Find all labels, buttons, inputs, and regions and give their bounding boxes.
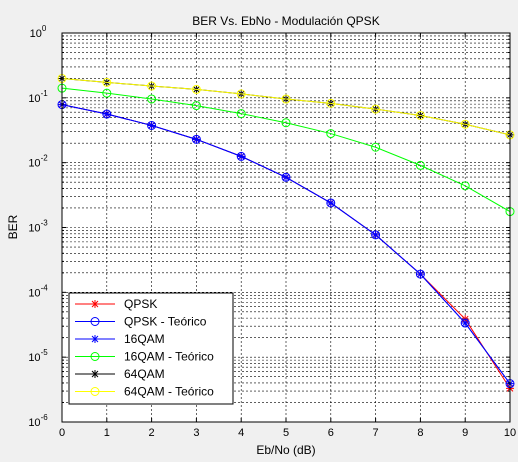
data-point: [147, 94, 157, 104]
legend-marker: [91, 300, 99, 308]
legend: QPSK QPSK - Teórico 16QAM 16QAM - Teórico 64…: [68, 292, 234, 405]
data-point: [460, 181, 470, 191]
data-point: [371, 104, 381, 114]
y-tick-label: 10-2: [28, 154, 48, 170]
legend-item: 64QAM - Teórico: [75, 385, 214, 399]
legend-marker: [90, 387, 100, 396]
x-tick-label: 8: [417, 427, 423, 439]
x-tick-label: 7: [373, 427, 379, 439]
x-tick-label: 4: [238, 427, 244, 439]
legend-item: QPSK: [75, 297, 157, 311]
x-tick-label: 10: [504, 427, 516, 439]
y-tick-label: 100: [30, 24, 47, 40]
chart-title: BER Vs. EbNo - Modulación QPSK: [192, 14, 379, 28]
data-point: [102, 88, 112, 98]
series-line: [61, 87, 511, 213]
data-point: [326, 129, 336, 139]
legend-label: QPSK - Teórico: [124, 315, 207, 329]
data-point: [461, 319, 470, 328]
legend-marker: [90, 317, 100, 326]
y-axis-label: BER: [6, 214, 20, 239]
y-tick-label: 10-1: [28, 89, 48, 105]
legend-label: QPSK: [124, 297, 157, 311]
data-point: [281, 94, 291, 104]
data-point: [415, 110, 425, 120]
data-point: [371, 230, 380, 239]
data-point: [415, 160, 425, 170]
data-point: [191, 84, 201, 94]
data-point: [147, 81, 157, 91]
data-point: [191, 101, 201, 111]
legend-item: 16QAM: [75, 332, 165, 346]
legend-item: 16QAM - Teórico: [75, 350, 214, 364]
x-tick-label: 0: [59, 427, 65, 439]
x-axis-label: Eb/No (dB): [256, 443, 315, 457]
data-point: [237, 152, 246, 161]
legend-marker: [91, 370, 99, 378]
data-point: [102, 110, 111, 119]
data-point: [236, 89, 246, 99]
data-point: [192, 135, 201, 144]
data-point: [460, 119, 470, 129]
x-tick-label: 9: [462, 427, 468, 439]
data-point: [326, 98, 336, 108]
x-tick-labels: 0 1 2 3 4 5 6 7 8 9 10: [59, 427, 516, 439]
x-tick-label: 5: [283, 427, 289, 439]
y-tick-label: 10-4: [28, 283, 48, 299]
data-point: [236, 109, 246, 119]
legend-label: 64QAM: [124, 367, 165, 381]
data-point: [416, 270, 425, 279]
legend-item: 64QAM: [75, 367, 165, 381]
legend-marker: [91, 335, 99, 343]
y-tick-label: 10-3: [28, 219, 48, 235]
y-tick-label: 10-5: [28, 348, 48, 364]
data-point: [371, 142, 381, 152]
tick-marks: [61, 33, 511, 423]
x-tick-label: 1: [104, 427, 110, 439]
legend-label: 16QAM - Teórico: [124, 350, 214, 364]
data-point: [102, 77, 112, 87]
y-tick-labels: 100 10-1 10-2 10-3 10-4 10-5 10-6: [28, 24, 48, 429]
series-layer: [57, 73, 515, 393]
legend-item: QPSK - Teórico: [75, 315, 207, 329]
x-tick-label: 2: [149, 427, 155, 439]
x-tick-label: 6: [328, 427, 334, 439]
data-point: [326, 198, 335, 207]
legend-box: [68, 292, 234, 405]
legend-label: 16QAM: [124, 332, 165, 346]
y-tick-label: 10-6: [28, 413, 48, 429]
data-point: [147, 121, 156, 130]
data-point: [282, 173, 290, 182]
x-tick-label: 3: [193, 427, 199, 439]
series-line: [61, 77, 511, 136]
data-point: [281, 118, 291, 128]
legend-marker: [90, 352, 100, 361]
legend-label: 64QAM - Teórico: [124, 385, 214, 399]
